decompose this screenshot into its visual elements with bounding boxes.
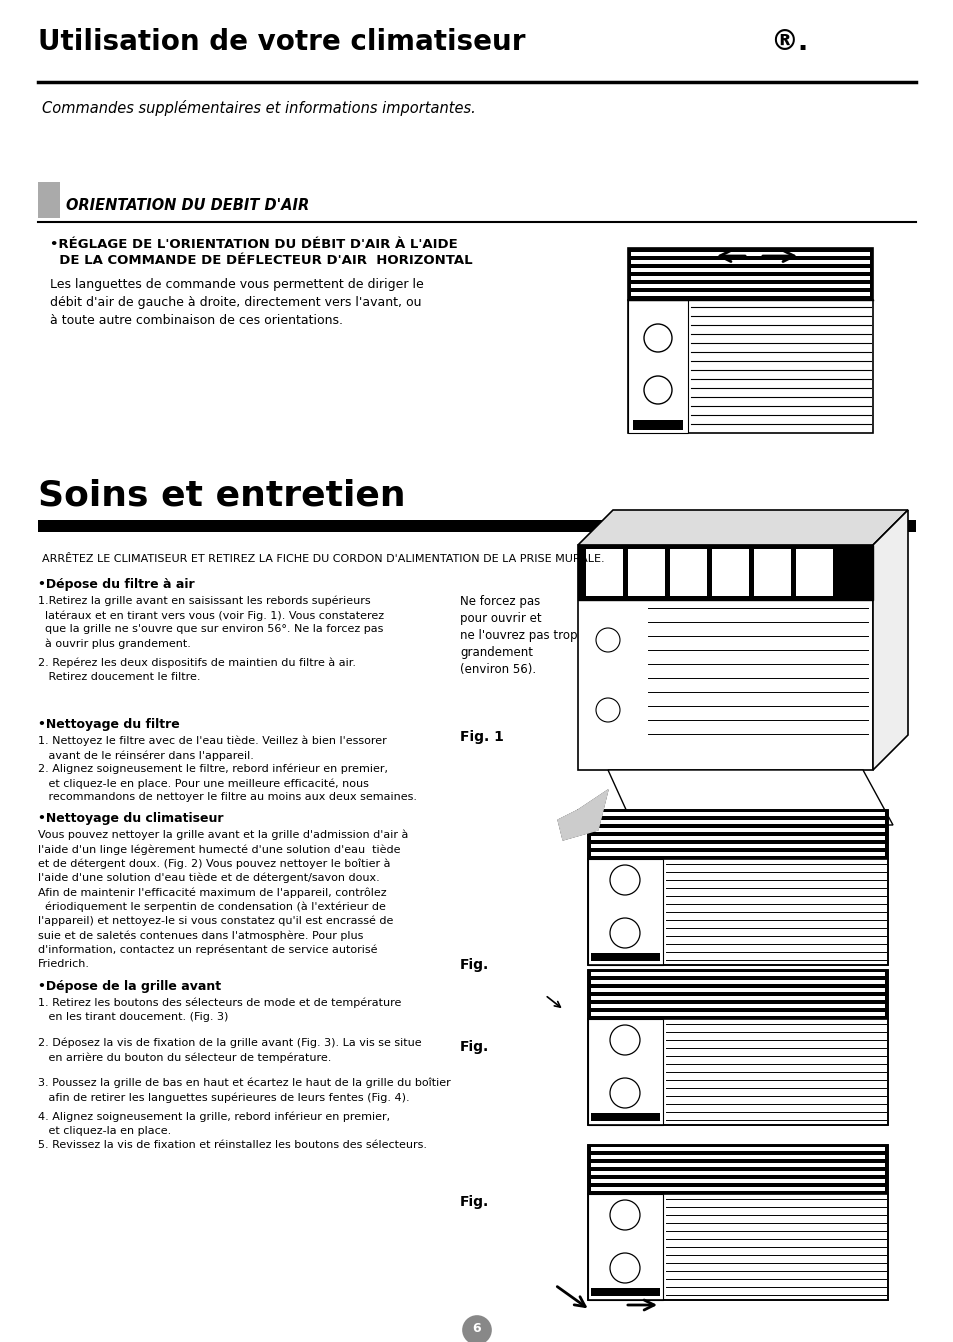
Text: 2. Déposez la vis de fixation de la grille avant (Fig. 3). La vis se situe
   en: 2. Déposez la vis de fixation de la gril… <box>38 1037 421 1063</box>
Bar <box>590 812 884 816</box>
Bar <box>590 844 884 848</box>
Bar <box>590 953 659 961</box>
Bar <box>630 268 869 272</box>
Bar <box>590 1172 884 1176</box>
Bar <box>795 549 832 596</box>
Bar <box>587 970 887 1019</box>
Text: Utilisation de votre climatiseur: Utilisation de votre climatiseur <box>38 28 525 56</box>
Text: Soins et entretien: Soins et entretien <box>38 478 405 513</box>
Text: •Dépose du filtre à air: •Dépose du filtre à air <box>38 578 194 590</box>
Bar <box>627 301 687 433</box>
Text: Fig.: Fig. <box>459 958 489 972</box>
Text: Commandes supplémentaires et informations importantes.: Commandes supplémentaires et information… <box>42 101 476 115</box>
Text: Fig.: Fig. <box>459 1040 489 1053</box>
Text: •Nettoyage du climatiseur: •Nettoyage du climatiseur <box>38 812 223 825</box>
Bar <box>630 252 869 256</box>
Text: Les languettes de commande vous permettent de diriger le
débit d'air de gauche à: Les languettes de commande vous permette… <box>50 278 423 327</box>
Bar <box>587 811 887 965</box>
Bar <box>587 1019 662 1125</box>
Text: •Nettoyage du filtre: •Nettoyage du filtre <box>38 718 179 731</box>
Bar <box>587 1194 662 1300</box>
Bar <box>590 1012 884 1016</box>
Text: ®.: ®. <box>769 28 807 56</box>
Polygon shape <box>872 510 907 770</box>
Bar <box>711 549 748 596</box>
Bar <box>630 276 869 280</box>
Bar <box>590 1155 884 1159</box>
Text: 5. Revissez la vis de fixation et réinstallez les boutons des sélecteurs.: 5. Revissez la vis de fixation et réinst… <box>38 1139 427 1150</box>
Bar <box>590 980 884 984</box>
Text: 1. Retirez les boutons des sélecteurs de mode et de température
   en les tirant: 1. Retirez les boutons des sélecteurs de… <box>38 998 401 1023</box>
Text: 2. Alignez soigneusement le filtre, rebord inférieur en premier,
   et cliquez-l: 2. Alignez soigneusement le filtre, rebo… <box>38 764 416 803</box>
Bar <box>38 183 60 217</box>
Text: 3. Poussez la grille de bas en haut et écartez le haut de la grille du boîtier
 : 3. Poussez la grille de bas en haut et é… <box>38 1078 450 1103</box>
Text: 1. Nettoyez le filtre avec de l'eau tiède. Veillez à bien l'essorer
   avant de : 1. Nettoyez le filtre avec de l'eau tièd… <box>38 735 386 761</box>
Bar <box>630 260 869 264</box>
Polygon shape <box>558 790 607 840</box>
Bar <box>578 545 872 600</box>
Bar <box>590 1147 884 1151</box>
Bar <box>590 1288 659 1296</box>
Bar <box>587 1145 887 1194</box>
Bar <box>587 970 887 1125</box>
Bar <box>669 549 706 596</box>
Bar <box>630 285 869 289</box>
Bar <box>590 820 884 824</box>
Bar <box>590 988 884 992</box>
Bar <box>753 549 790 596</box>
Bar <box>590 1188 884 1190</box>
Bar <box>587 1145 887 1300</box>
Text: Fig.: Fig. <box>459 1194 489 1209</box>
Bar <box>587 1019 887 1125</box>
Bar <box>587 859 662 965</box>
Text: •RÉGLAGE DE L'ORIENTATION DU DÉBIT D'AIR À L'AIDE
  DE LA COMMANDE DE DÉFLECTEUR: •RÉGLAGE DE L'ORIENTATION DU DÉBIT D'AIR… <box>50 238 472 267</box>
Bar <box>590 996 884 1000</box>
Bar <box>590 836 884 840</box>
Bar <box>38 519 915 531</box>
Bar <box>630 293 869 297</box>
Bar <box>590 1113 659 1121</box>
Bar <box>585 549 622 596</box>
Text: Fig. 1: Fig. 1 <box>459 730 503 743</box>
Text: 4. Alignez soigneusement la grille, rebord inférieur en premier,
   et cliquez-l: 4. Alignez soigneusement la grille, rebo… <box>38 1113 390 1137</box>
Bar <box>633 420 682 429</box>
Bar <box>627 248 872 301</box>
Text: 2. Repérez les deux dispositifs de maintien du filtre à air.
   Retirez doucemen: 2. Repérez les deux dispositifs de maint… <box>38 658 355 682</box>
Bar <box>590 1004 884 1008</box>
Bar <box>590 972 884 976</box>
Bar <box>587 859 887 965</box>
Bar <box>590 1164 884 1168</box>
Text: Vous pouvez nettoyer la grille avant et la grille d'admission d'air à
l'aide d'u: Vous pouvez nettoyer la grille avant et … <box>38 829 408 969</box>
Text: Ne forcez pas
pour ouvrir et
ne l'ouvrez pas trop
grandement
(environ 56).: Ne forcez pas pour ouvrir et ne l'ouvrez… <box>459 595 577 676</box>
Bar <box>578 545 872 770</box>
Circle shape <box>462 1317 491 1342</box>
Polygon shape <box>607 770 892 825</box>
Text: ORIENTATION DU DEBIT D'AIR: ORIENTATION DU DEBIT D'AIR <box>66 199 309 213</box>
Bar <box>627 301 872 433</box>
Text: 1.Retirez la grille avant en saisissant les rebords supérieurs
  latéraux et en : 1.Retirez la grille avant en saisissant … <box>38 596 384 648</box>
Bar <box>590 1180 884 1184</box>
Bar <box>590 828 884 832</box>
Bar <box>587 811 887 859</box>
Text: 6: 6 <box>472 1322 481 1335</box>
Bar <box>627 549 664 596</box>
Polygon shape <box>578 510 907 545</box>
Bar <box>590 852 884 856</box>
Text: •Dépose de la grille avant: •Dépose de la grille avant <box>38 980 221 993</box>
Bar <box>587 1194 887 1300</box>
Text: ARRÊTEZ LE CLIMATISEUR ET RETIREZ LA FICHE DU CORDON D'ALIMENTATION DE LA PRISE : ARRÊTEZ LE CLIMATISEUR ET RETIREZ LA FIC… <box>42 554 604 564</box>
